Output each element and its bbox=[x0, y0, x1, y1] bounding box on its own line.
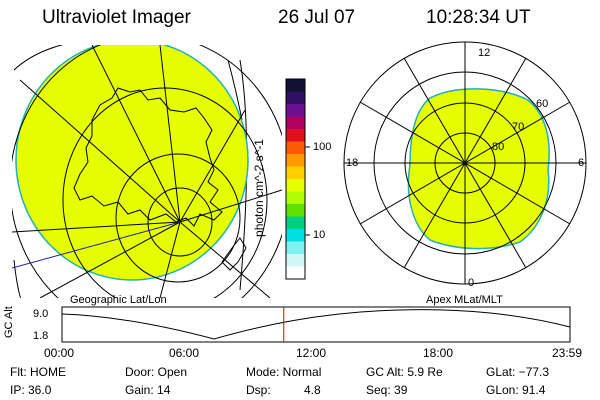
geographic-panel bbox=[12, 45, 282, 298]
gc-altitude: GC Alt: 5.9 Re bbox=[366, 365, 443, 379]
colorbar-cell bbox=[286, 179, 305, 192]
colorbar-cell bbox=[286, 154, 305, 167]
gain-value: Gain: 14 bbox=[125, 383, 171, 397]
geographic-longitude: GLon: 91.4 bbox=[486, 383, 546, 397]
colorbar-cell bbox=[286, 91, 305, 105]
colorbar-cell bbox=[286, 204, 305, 217]
colorbar-unit-label: photon cm^-2 s^-1 bbox=[251, 139, 266, 237]
colorbar-cell bbox=[286, 129, 305, 142]
colorbar-cell bbox=[286, 254, 305, 267]
colorbar-cell bbox=[286, 166, 305, 180]
right-panel-caption: Apex MLat/MLT bbox=[426, 294, 503, 306]
mlt-label-18: 18 bbox=[346, 157, 359, 169]
date-label: 26 Jul 07 bbox=[278, 7, 356, 28]
dsp-value: 4.8 bbox=[304, 383, 321, 397]
colorbar-cell bbox=[286, 141, 305, 155]
mlat-label-70: 70 bbox=[512, 121, 525, 133]
geographic-latitude: GLat: −77.3 bbox=[486, 365, 550, 379]
time-label: 10:28:34 UT bbox=[426, 7, 531, 28]
mlt-label-6: 6 bbox=[578, 157, 585, 169]
colorbar-cell bbox=[286, 79, 305, 92]
mlat-label-80: 80 bbox=[492, 141, 505, 153]
altitude-xtick-1200: 12:00 bbox=[296, 346, 327, 360]
colorbar-cell bbox=[286, 266, 305, 280]
altitude-xtick-0600: 06:00 bbox=[169, 346, 200, 360]
altitude-plot bbox=[61, 306, 571, 343]
sequence-number: Seq: 39 bbox=[366, 383, 408, 397]
colorbar-cell bbox=[286, 104, 305, 117]
ip-value: IP: 36.0 bbox=[10, 383, 52, 397]
colorbar-tick-100: 100 bbox=[313, 141, 332, 153]
dsp-label: Dsp: bbox=[246, 383, 271, 397]
altitude-ylabel: GC Alt bbox=[3, 306, 15, 338]
mlt-label-12: 12 bbox=[478, 47, 491, 59]
colorbar-cell bbox=[286, 116, 305, 130]
colorbar-cell bbox=[286, 241, 305, 255]
altitude-ytick-high: 9.0 bbox=[33, 308, 49, 320]
flight-status: Flt: HOME bbox=[10, 365, 66, 379]
instrument-title: Ultraviolet Imager bbox=[42, 7, 191, 28]
polar-panel bbox=[343, 41, 587, 285]
altitude-ytick-low: 1.8 bbox=[33, 330, 49, 342]
mlat-label-60: 60 bbox=[536, 98, 549, 110]
mode-status: Mode: Normal bbox=[246, 365, 322, 379]
colorbar-tick-10: 10 bbox=[313, 229, 326, 241]
altitude-xtick-1800: 18:00 bbox=[423, 346, 454, 360]
mlt-label-0: 0 bbox=[468, 277, 475, 289]
uv-image-disk bbox=[15, 45, 249, 281]
door-status: Door: Open bbox=[125, 365, 188, 379]
altitude-xtick-2359: 23:59 bbox=[552, 346, 583, 360]
colorbar bbox=[285, 78, 310, 280]
colorbar-cell bbox=[286, 229, 305, 242]
colorbar-cell bbox=[286, 216, 305, 230]
altitude-xtick-0000: 00:00 bbox=[44, 346, 75, 360]
colorbar-cell bbox=[286, 191, 305, 205]
left-panel-caption: Geographic Lat/Lon bbox=[70, 294, 167, 306]
